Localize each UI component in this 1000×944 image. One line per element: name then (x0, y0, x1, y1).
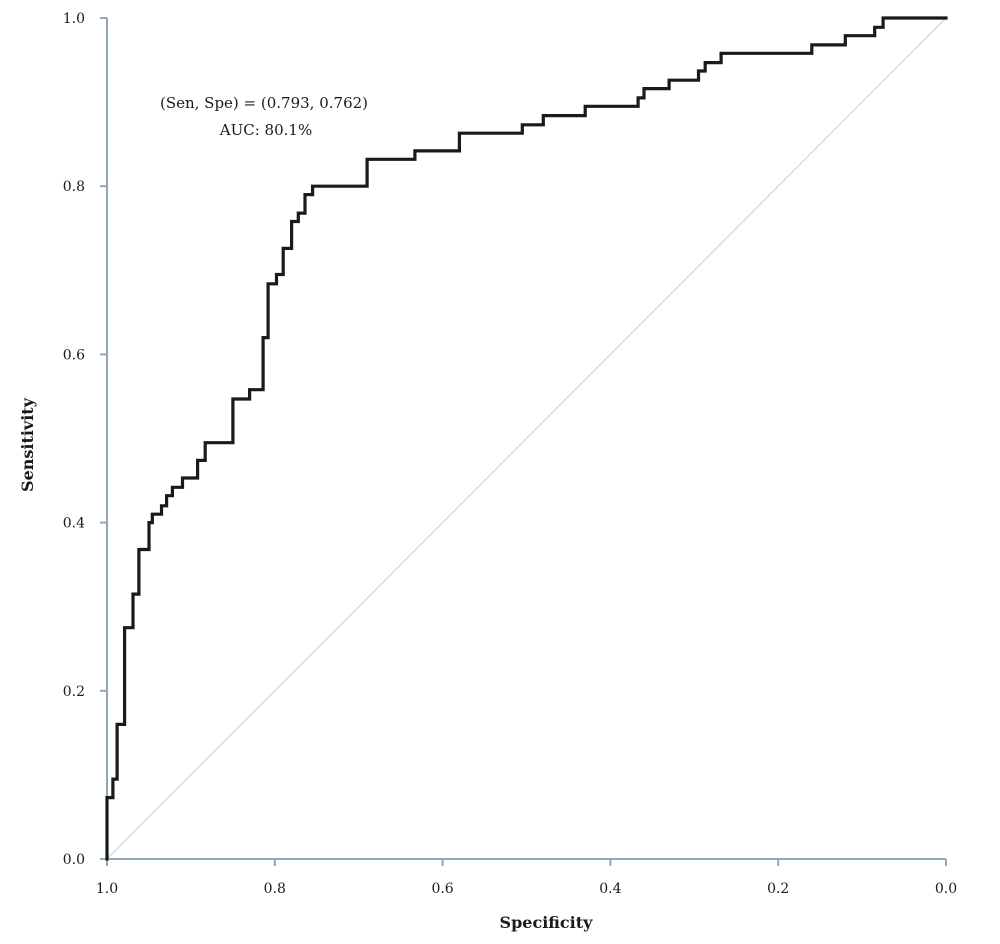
annotation-sen-spe: (Sen, Spe) = (0.793, 0.762) (160, 94, 368, 112)
x-tick-label: 0.0 (935, 881, 957, 897)
y-tick-label: 0.0 (63, 852, 85, 868)
x-tick-label: 0.8 (264, 881, 286, 897)
y-tick-label: 1.0 (63, 11, 85, 27)
x-axis-title: Specificity (500, 913, 594, 932)
x-axis-ticks: 1.0 0.8 0.6 0.4 0.2 0.0 (96, 859, 957, 897)
y-tick-label: 0.6 (63, 347, 85, 363)
roc-curve-line (105, 16, 948, 861)
x-tick-label: 0.2 (767, 881, 789, 897)
annotation-auc: AUC: 80.1% (219, 121, 312, 139)
x-tick-label: 1.0 (96, 881, 118, 897)
x-tick-label: 0.6 (431, 881, 453, 897)
y-tick-label: 0.2 (63, 684, 85, 700)
reference-diagonal-line (106, 17, 947, 860)
y-axis-title: Sensitivity (18, 397, 37, 492)
x-tick-label: 0.4 (599, 881, 621, 897)
y-tick-label: 0.4 (63, 516, 85, 532)
y-axis-ticks: 0.0 0.2 0.4 0.6 0.8 1.0 (63, 11, 107, 868)
y-tick-label: 0.8 (63, 179, 85, 195)
